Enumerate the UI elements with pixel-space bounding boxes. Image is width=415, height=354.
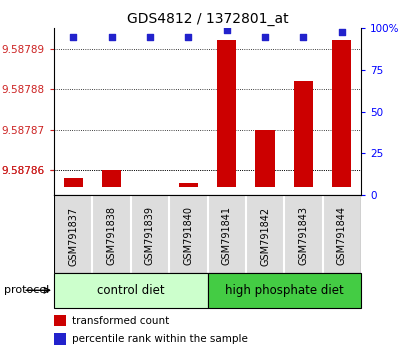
Point [146,34,153,40]
Bar [102,170,121,187]
Bar [179,183,198,187]
Bar [256,130,275,187]
Title: GDS4812 / 1372801_at: GDS4812 / 1372801_at [127,12,288,26]
Text: protocol: protocol [4,285,49,295]
Point [223,27,230,33]
Text: GSM791844: GSM791844 [337,206,347,266]
Bar [208,273,361,308]
Bar [54,273,208,308]
Bar [294,81,313,187]
Point [262,34,269,40]
Text: transformed count: transformed count [72,316,170,326]
Text: control diet: control diet [97,284,164,297]
Bar [63,178,83,187]
Text: GSM791843: GSM791843 [298,206,308,266]
Text: GSM791842: GSM791842 [260,206,270,266]
Text: high phosphate diet: high phosphate diet [225,284,344,297]
Text: GSM791839: GSM791839 [145,206,155,266]
Bar [332,40,352,187]
Text: GSM791841: GSM791841 [222,206,232,266]
Text: GSM791840: GSM791840 [183,206,193,266]
Text: GSM791838: GSM791838 [107,206,117,266]
Text: percentile rank within the sample: percentile rank within the sample [72,334,248,344]
Point [300,34,307,40]
Point [185,34,192,40]
Point [339,29,345,34]
Bar [217,40,236,187]
Bar [54,333,66,345]
Bar [54,315,66,326]
Point [108,34,115,40]
Point [70,34,76,40]
Text: GSM791837: GSM791837 [68,206,78,266]
